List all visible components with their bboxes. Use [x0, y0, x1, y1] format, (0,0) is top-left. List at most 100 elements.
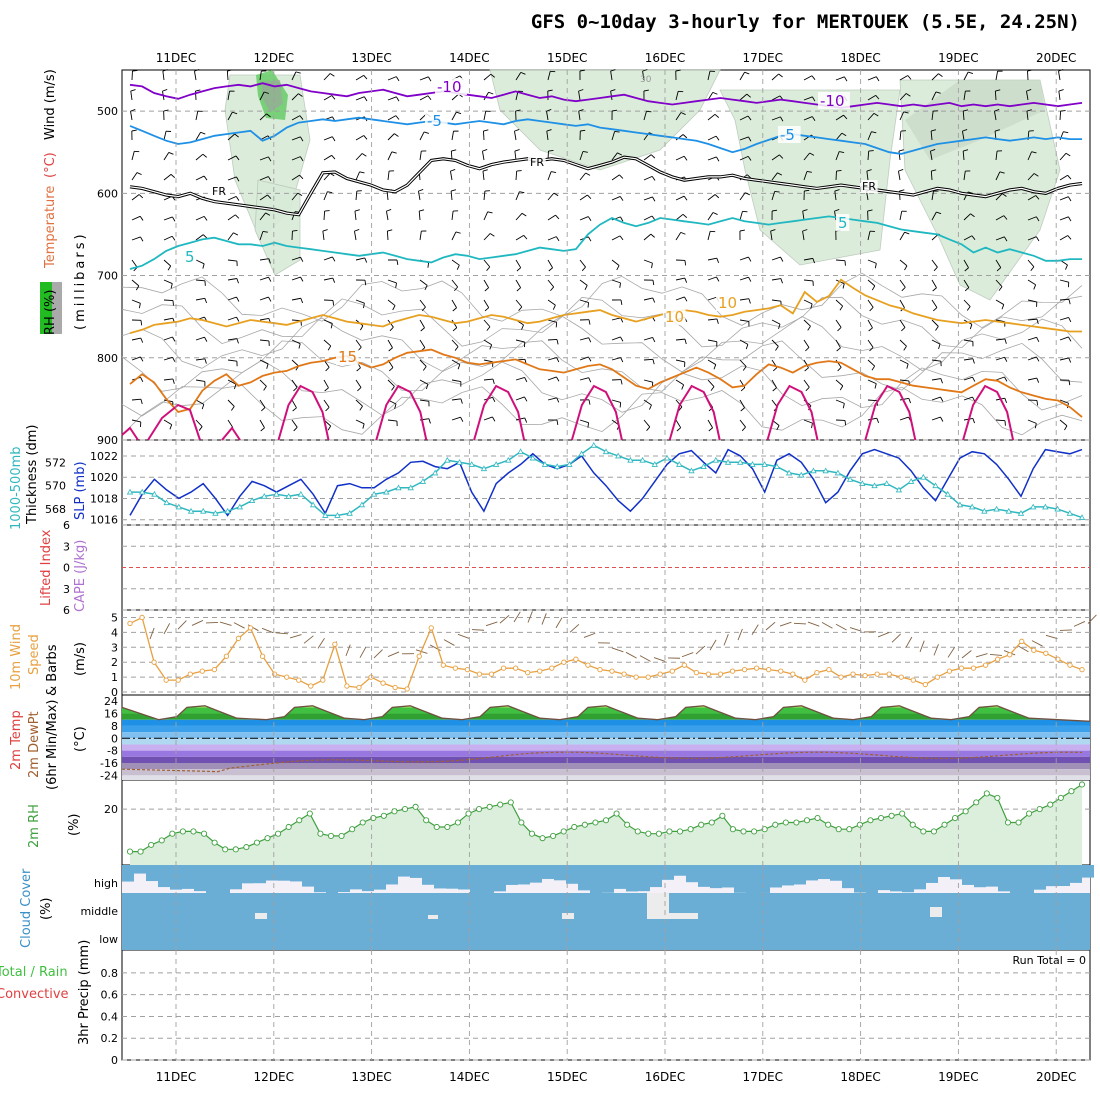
cloud-middle-low [122, 893, 1090, 950]
wind-barb [962, 150, 965, 161]
wind-barb [867, 319, 873, 329]
wind-barb [652, 297, 656, 303]
isotherm-line [570, 384, 623, 441]
wind-barb [578, 91, 581, 101]
y-tick-label: 1022 [90, 450, 118, 463]
data-point [920, 473, 927, 480]
wind-barb [675, 419, 682, 428]
wind-barb [746, 93, 751, 98]
wind-barb [684, 339, 687, 345]
wind-barb [172, 216, 176, 222]
wind-barb [172, 300, 174, 306]
wind-barb [714, 194, 720, 199]
data-point [332, 641, 338, 647]
wind-barb [963, 149, 969, 152]
wind-barb [963, 358, 973, 361]
date-label-bottom: 17DEC [743, 1070, 783, 1084]
wind-barb [227, 359, 237, 362]
data-point [657, 671, 663, 677]
wind-barb [646, 110, 652, 113]
wind-barb [355, 379, 362, 388]
axis-label-precip: 3hr Precip (mm) [77, 940, 92, 1045]
wind-barb [204, 358, 207, 364]
date-label-top: 16DEC [645, 51, 685, 65]
wind-barb [995, 151, 998, 161]
axis-label-speed: Speed [27, 634, 42, 675]
wind-barb [610, 69, 616, 72]
contour-label-bg [836, 214, 850, 231]
y-tick-label: 16 [104, 708, 118, 721]
data-point [729, 826, 736, 833]
wind-barb [707, 231, 711, 241]
wind-barb [355, 190, 358, 201]
data-point [687, 826, 694, 833]
axis-label-rh: RH (%) [43, 290, 58, 335]
wind-barb [803, 339, 810, 348]
data-point [573, 656, 579, 662]
wind-barb [451, 299, 457, 308]
contour-label-bg [860, 180, 878, 193]
wind-barb [643, 215, 653, 221]
wind-barb [492, 416, 496, 422]
date-label-bottom: 18DEC [840, 1070, 880, 1084]
wind-barb [259, 317, 269, 321]
wind-barb [995, 236, 1005, 241]
wind-barb [772, 367, 778, 372]
contour-label: -10 [820, 92, 845, 110]
data-point [497, 801, 504, 808]
wind-barb [931, 259, 938, 268]
data-point [962, 808, 969, 815]
wind-barb [418, 210, 421, 221]
data-point [359, 819, 366, 826]
wind-barb [227, 278, 237, 281]
wind-barb [739, 229, 745, 232]
cloud-bar-high [422, 865, 434, 885]
wind-barb [236, 316, 240, 322]
wind-barb [741, 426, 746, 432]
cloud-bar-high [746, 865, 758, 895]
wind-barb [130, 91, 133, 101]
cloud-bar-high [662, 865, 674, 880]
wind-barb [675, 69, 681, 72]
wind-barb [323, 399, 330, 408]
wind-barb [553, 192, 559, 197]
wind-barb [620, 317, 624, 323]
data-point [222, 846, 229, 853]
wind-barb [355, 299, 365, 304]
data-point [922, 681, 928, 688]
wind-barb [483, 416, 493, 421]
y-tick-label: 700 [97, 270, 118, 283]
wind-barb [907, 75, 912, 80]
cloud-bar-high [398, 865, 410, 877]
contour-label: FR [212, 185, 226, 198]
series-line-slp [129, 448, 1083, 517]
wind-barb [300, 276, 304, 282]
wind-barb [354, 209, 360, 212]
wind-barb [803, 319, 811, 327]
wind-barb [651, 176, 656, 181]
wind-barb [162, 69, 168, 72]
wind-barb [643, 89, 649, 92]
wind-barb [135, 285, 140, 291]
wind-barb [739, 419, 746, 428]
wind-barb [1059, 419, 1068, 427]
wind-barb [419, 359, 427, 367]
wind-barb [611, 259, 620, 266]
wind-barb [716, 156, 720, 162]
temp-band [122, 725, 1090, 733]
data-point [773, 463, 781, 469]
data-point [932, 482, 939, 489]
wind-barb [331, 95, 336, 100]
wind-barb [899, 111, 905, 121]
wind-barb [323, 136, 333, 141]
surface-wind-barbs [149, 611, 1097, 662]
wind-barb [1035, 195, 1040, 200]
wind-barb [587, 302, 590, 308]
data-point [982, 662, 989, 668]
wind-barb [996, 267, 1002, 272]
wind-barb [483, 111, 487, 121]
wind-barb [803, 299, 813, 305]
data-point [826, 666, 832, 673]
wind-barb [680, 231, 686, 235]
wind-barb [483, 259, 491, 268]
